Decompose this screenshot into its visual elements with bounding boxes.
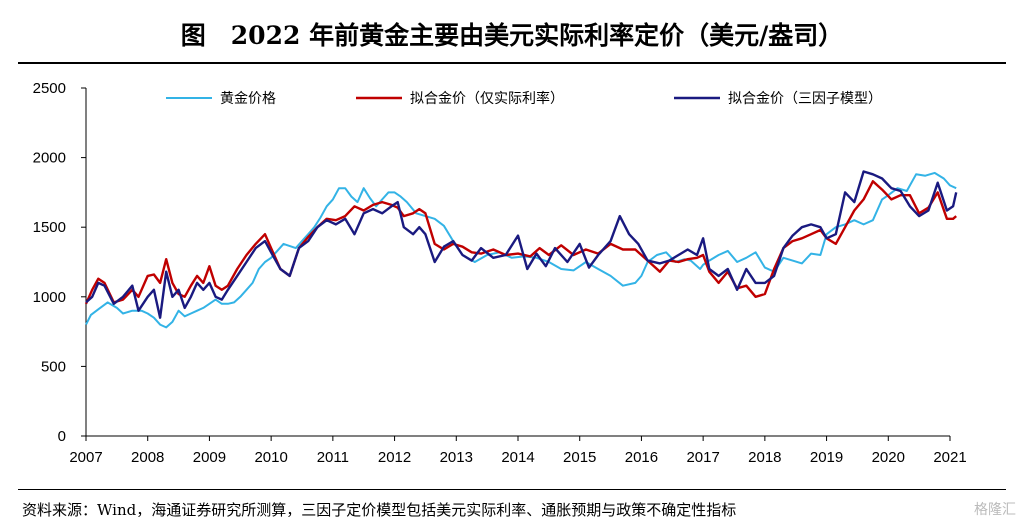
x-tick-label: 2013: [440, 449, 473, 466]
legend-label-0: 黄金价格: [220, 90, 276, 107]
title-rule: [18, 62, 1006, 64]
x-tick-label: 2016: [625, 449, 658, 466]
y-tick-label: 1500: [33, 219, 66, 236]
legend-label-1: 拟合金价（仅实际利率）: [410, 90, 564, 107]
x-tick-label: 2015: [563, 449, 596, 466]
x-tick-label: 2021: [933, 449, 966, 466]
chart-title: 图 2022 年前黄金主要由美元实际利率定价（美元/盎司）: [180, 21, 844, 50]
x-tick-label: 2020: [872, 449, 905, 466]
y-tick-label: 2000: [33, 150, 66, 167]
chart-series: [84, 170, 958, 329]
x-tick-label: 2018: [748, 449, 781, 466]
chart-legend: 黄金价格 拟合金价（仅实际利率） 拟合金价（三因子模型）: [166, 90, 882, 107]
x-tick-label: 2014: [501, 449, 534, 466]
source-rule: [18, 489, 1006, 490]
y-tick-label: 0: [58, 428, 66, 445]
x-tick-label: 2010: [254, 449, 287, 466]
x-tick-label: 2017: [686, 449, 719, 466]
chart-axes: 0 500 1000 1500 2000 2500 2007 2008 2009 2010 2011…: [33, 80, 967, 466]
source-note: 资料来源：Wind，海通证券研究所测算，三因子定价模型包括美元实际利率、通胀预期…: [22, 501, 737, 519]
legend-label-2: 拟合金价（三因子模型）: [728, 91, 882, 107]
watermark-text: 格隆汇: [974, 502, 1016, 518]
x-tick-label: 2009: [193, 449, 226, 466]
series-line-2: [85, 170, 958, 319]
x-tick-label: 2012: [378, 449, 411, 466]
x-tick-label: 2019: [810, 449, 843, 466]
x-tick-label: 2011: [317, 449, 349, 466]
y-tick-label: 500: [41, 358, 66, 375]
y-tick-label: 2500: [33, 80, 66, 97]
line-chart: 0 500 1000 1500 2000 2500 2007 2008 2009 2010 2011…: [33, 80, 967, 466]
x-tick-label: 2008: [131, 449, 164, 466]
x-tick-label: 2007: [69, 449, 102, 466]
y-tick-label: 1000: [33, 289, 66, 306]
series-line-1: [84, 180, 957, 305]
